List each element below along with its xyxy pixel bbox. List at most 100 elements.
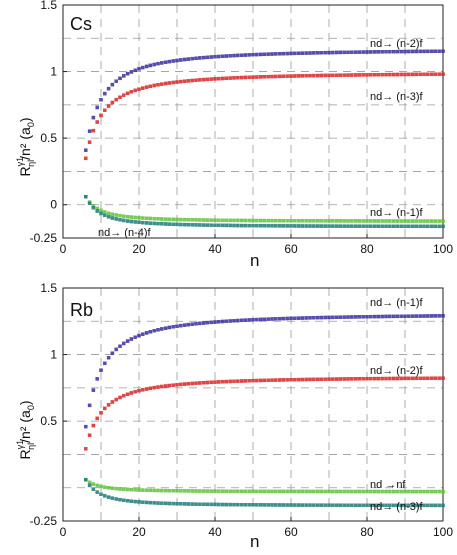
cs-series-2-point [391, 219, 396, 223]
cs-series-2-point [182, 217, 187, 222]
rb-series-0-point [103, 361, 107, 366]
rb-series-3-point [296, 503, 301, 507]
rb-series-1-point [129, 391, 134, 395]
rb-series-3-point [338, 503, 343, 507]
cs-series-3-point [361, 224, 365, 228]
rb-series-3-point [217, 502, 221, 507]
cs-series-2-point [160, 217, 164, 221]
cs-series-2-point [224, 218, 229, 223]
cs-series-2-point [266, 218, 270, 223]
cs-series-2-point [327, 219, 331, 223]
rb-series-0-point [331, 315, 335, 320]
rb-series-2-point [437, 489, 441, 494]
rb-series-1-point [118, 395, 122, 400]
cs-series-2-point [422, 219, 426, 223]
rb-series-1-point [91, 423, 96, 428]
rb-y-axis-label-main: R [17, 449, 33, 459]
rb-series-3-point [171, 501, 175, 506]
cs-series-0-point [209, 55, 213, 59]
rb-series-3-point [220, 502, 225, 507]
cs-series-0-point [319, 51, 324, 55]
rb-series-3-point [388, 503, 392, 508]
rb-y-tick-label: -0.25 [30, 514, 58, 528]
cs-series-2-point [243, 218, 248, 223]
cs-series-3-point [403, 224, 407, 229]
cs-y-axis-label-rest: /n² (a [17, 127, 33, 160]
rb-series-2-point [410, 489, 415, 494]
cs-series-1-point [441, 72, 445, 76]
cs-series-0-point [148, 63, 153, 68]
cs-series-1-point [220, 76, 225, 81]
cs-series-1-point [205, 77, 210, 82]
cs-series-2-point [346, 219, 350, 223]
cs-series-3-point [247, 223, 251, 228]
rb-series-1-point [213, 380, 217, 384]
cs-series-2-point [353, 219, 358, 223]
cs-series-1-point [106, 104, 111, 108]
cs-y-axis-label-sub2: 0 [26, 122, 36, 127]
cs-series-2-point [388, 219, 392, 223]
rb-tick-labels: 0 20 40 60 80 100 -0.25 0.5 1 1.5 [30, 281, 454, 539]
rb-series-0-point [361, 315, 365, 319]
cs-series-1-point [410, 72, 415, 77]
rb-series-3-point [103, 494, 107, 498]
rb-series-0-point [220, 319, 225, 324]
rb-series-0-point [418, 314, 422, 318]
cs-series-1-point [414, 72, 419, 77]
rb-series-0-point [274, 317, 278, 321]
cs-series-2-point [407, 219, 411, 223]
cs-series-0-point [95, 105, 99, 110]
rb-series-2-point [331, 489, 335, 494]
rb-series-2-point [163, 488, 168, 493]
rb-series-3-point [312, 503, 316, 507]
rb-series-1-point [106, 403, 111, 407]
rb-series-1-point [350, 377, 354, 381]
rb-series-3-point [141, 500, 145, 504]
rb-series-1-point [160, 384, 164, 389]
cs-series-0-point [274, 52, 278, 56]
cs-series-1-point [84, 156, 88, 161]
cs-series-1-point [331, 73, 335, 78]
rb-series-1-point [251, 378, 255, 383]
rb-series-0-point [201, 321, 206, 325]
cs-series-3-point [106, 215, 111, 219]
rb-series-0-point [384, 314, 388, 319]
rb-series-1-point [95, 416, 99, 421]
rb-series-3-point [118, 497, 122, 502]
rb-series-0-point [338, 315, 343, 319]
cs-series-2-point [255, 218, 259, 223]
cs-series-2-point [300, 219, 305, 223]
cs-series-1-point [327, 73, 331, 78]
rb-series-3-point [236, 502, 240, 507]
cs-series-3-point [133, 220, 137, 224]
rb-y-axis-label: Rγ1ηl/n² (a0) [15, 400, 36, 459]
cs-series-3-point [296, 224, 301, 228]
cs-series-3-point [144, 221, 149, 225]
cs-y-axis-label-end: ) [17, 117, 33, 122]
rb-series-0-point [353, 315, 358, 319]
rb-series-0-point [99, 368, 103, 372]
cs-series-3-point [274, 224, 278, 228]
cs-series-2-point [213, 218, 217, 222]
rb-series-3-point [213, 502, 217, 507]
rb-series-1-point [228, 379, 232, 384]
rb-series-3-point [376, 503, 381, 508]
cs-series-2-point [239, 218, 244, 223]
rb-y-axis-label-end: ) [17, 400, 33, 405]
rb-series-3-point [167, 501, 172, 506]
cs-series-0-point [388, 49, 392, 54]
rb-series-3-point [163, 501, 168, 506]
cs-series-0-point [106, 86, 111, 91]
rb-series-2-point [372, 489, 377, 494]
cs-series-1-point [251, 75, 255, 79]
rb-series-label-0: nd→ (n-1)f [370, 297, 424, 309]
cs-series-0-point [361, 50, 365, 54]
cs-series-1-point [296, 74, 301, 78]
cs-series-2-point [137, 216, 141, 220]
rb-series-3-point [148, 500, 153, 505]
cs-series-3-point [277, 224, 282, 228]
rb-series-0-point [429, 314, 434, 318]
cs-series-3-point [95, 209, 99, 213]
cs-series-0-point [201, 55, 206, 60]
rb-series-2-point [312, 489, 316, 494]
